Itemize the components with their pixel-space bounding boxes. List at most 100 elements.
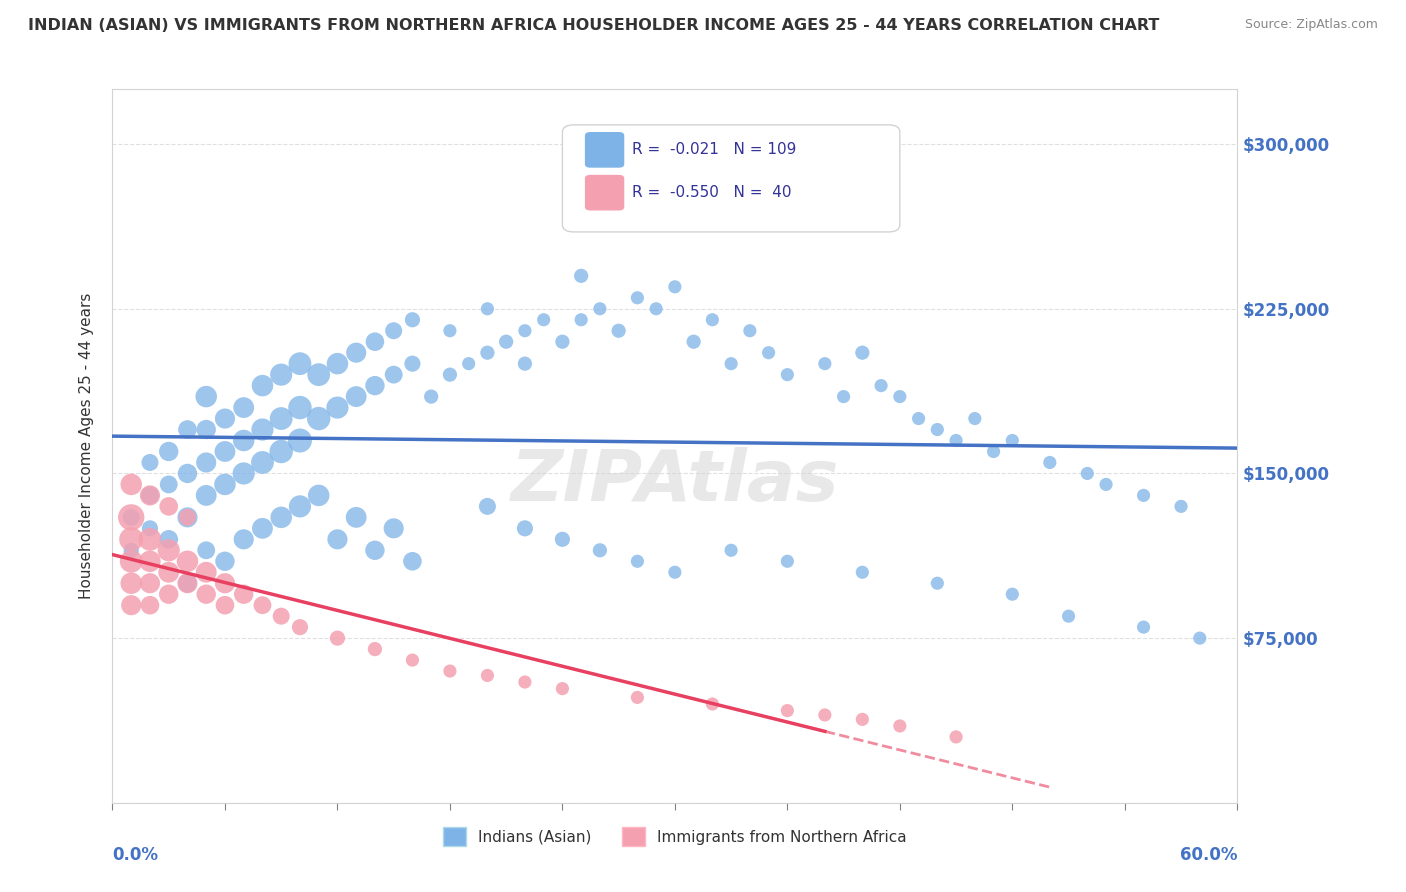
Point	[195, 543, 218, 558]
Point	[569, 312, 592, 326]
Point	[927, 576, 949, 591]
Point	[214, 411, 236, 425]
Point	[344, 345, 367, 359]
Point	[252, 455, 274, 469]
Point	[513, 357, 536, 371]
Point	[326, 631, 349, 645]
Point	[439, 664, 461, 678]
Point	[176, 510, 198, 524]
Point	[364, 334, 387, 349]
Point	[232, 533, 254, 547]
Point	[382, 324, 405, 338]
Point	[851, 345, 873, 359]
Point	[945, 730, 967, 744]
Point	[626, 690, 648, 705]
Point	[551, 533, 574, 547]
Point	[157, 500, 180, 514]
Point	[776, 554, 799, 568]
Point	[851, 712, 873, 726]
Point	[720, 543, 742, 558]
Point	[420, 390, 443, 404]
Point	[139, 554, 162, 568]
Point	[270, 510, 292, 524]
Point	[120, 533, 142, 547]
Point	[1039, 455, 1062, 469]
Point	[758, 345, 780, 359]
Point	[364, 543, 387, 558]
Point	[1188, 631, 1211, 645]
Point	[214, 554, 236, 568]
Point	[288, 401, 311, 415]
Point	[270, 444, 292, 458]
Point	[308, 368, 330, 382]
Point	[477, 345, 499, 359]
Point	[907, 411, 929, 425]
Point	[270, 368, 292, 382]
Point	[870, 378, 893, 392]
Point	[176, 510, 198, 524]
Point	[513, 324, 536, 338]
Point	[195, 423, 218, 437]
Point	[139, 455, 162, 469]
Point	[401, 357, 423, 371]
Text: 0.0%: 0.0%	[112, 846, 159, 863]
Point	[401, 312, 423, 326]
Point	[477, 301, 499, 316]
Point	[477, 500, 499, 514]
Point	[252, 378, 274, 392]
Point	[120, 510, 142, 524]
Point	[626, 291, 648, 305]
Point	[120, 510, 142, 524]
Point	[344, 510, 367, 524]
Point	[232, 401, 254, 415]
Point	[513, 521, 536, 535]
Point	[607, 324, 630, 338]
Point	[157, 587, 180, 601]
Point	[551, 681, 574, 696]
Point	[157, 543, 180, 558]
Point	[176, 576, 198, 591]
Point	[1001, 434, 1024, 448]
Point	[252, 423, 274, 437]
Point	[738, 324, 761, 338]
Point	[569, 268, 592, 283]
Point	[139, 521, 162, 535]
Point	[252, 521, 274, 535]
Text: 60.0%: 60.0%	[1180, 846, 1237, 863]
Point	[139, 488, 162, 502]
Point	[401, 653, 423, 667]
Point	[176, 554, 198, 568]
Point	[1132, 620, 1154, 634]
Point	[889, 390, 911, 404]
Point	[626, 554, 648, 568]
Text: Source: ZipAtlas.com: Source: ZipAtlas.com	[1244, 18, 1378, 31]
FancyBboxPatch shape	[585, 132, 624, 168]
Point	[457, 357, 479, 371]
Point	[851, 566, 873, 580]
Point	[308, 488, 330, 502]
Point	[195, 488, 218, 502]
Point	[382, 521, 405, 535]
Point	[1057, 609, 1080, 624]
Point	[120, 576, 142, 591]
Point	[195, 566, 218, 580]
Point	[326, 401, 349, 415]
Point	[326, 533, 349, 547]
Point	[589, 301, 612, 316]
Point	[533, 312, 555, 326]
Point	[1170, 500, 1192, 514]
Text: R =  -0.021   N = 109: R = -0.021 N = 109	[633, 143, 797, 157]
Point	[288, 434, 311, 448]
Point	[364, 378, 387, 392]
Point	[176, 423, 198, 437]
Point	[664, 566, 686, 580]
Point	[157, 444, 180, 458]
Point	[120, 598, 142, 612]
Point	[176, 467, 198, 481]
Point	[120, 477, 142, 491]
Point	[139, 488, 162, 502]
FancyBboxPatch shape	[562, 125, 900, 232]
Point	[832, 390, 855, 404]
Point	[1095, 477, 1118, 491]
Point	[927, 423, 949, 437]
